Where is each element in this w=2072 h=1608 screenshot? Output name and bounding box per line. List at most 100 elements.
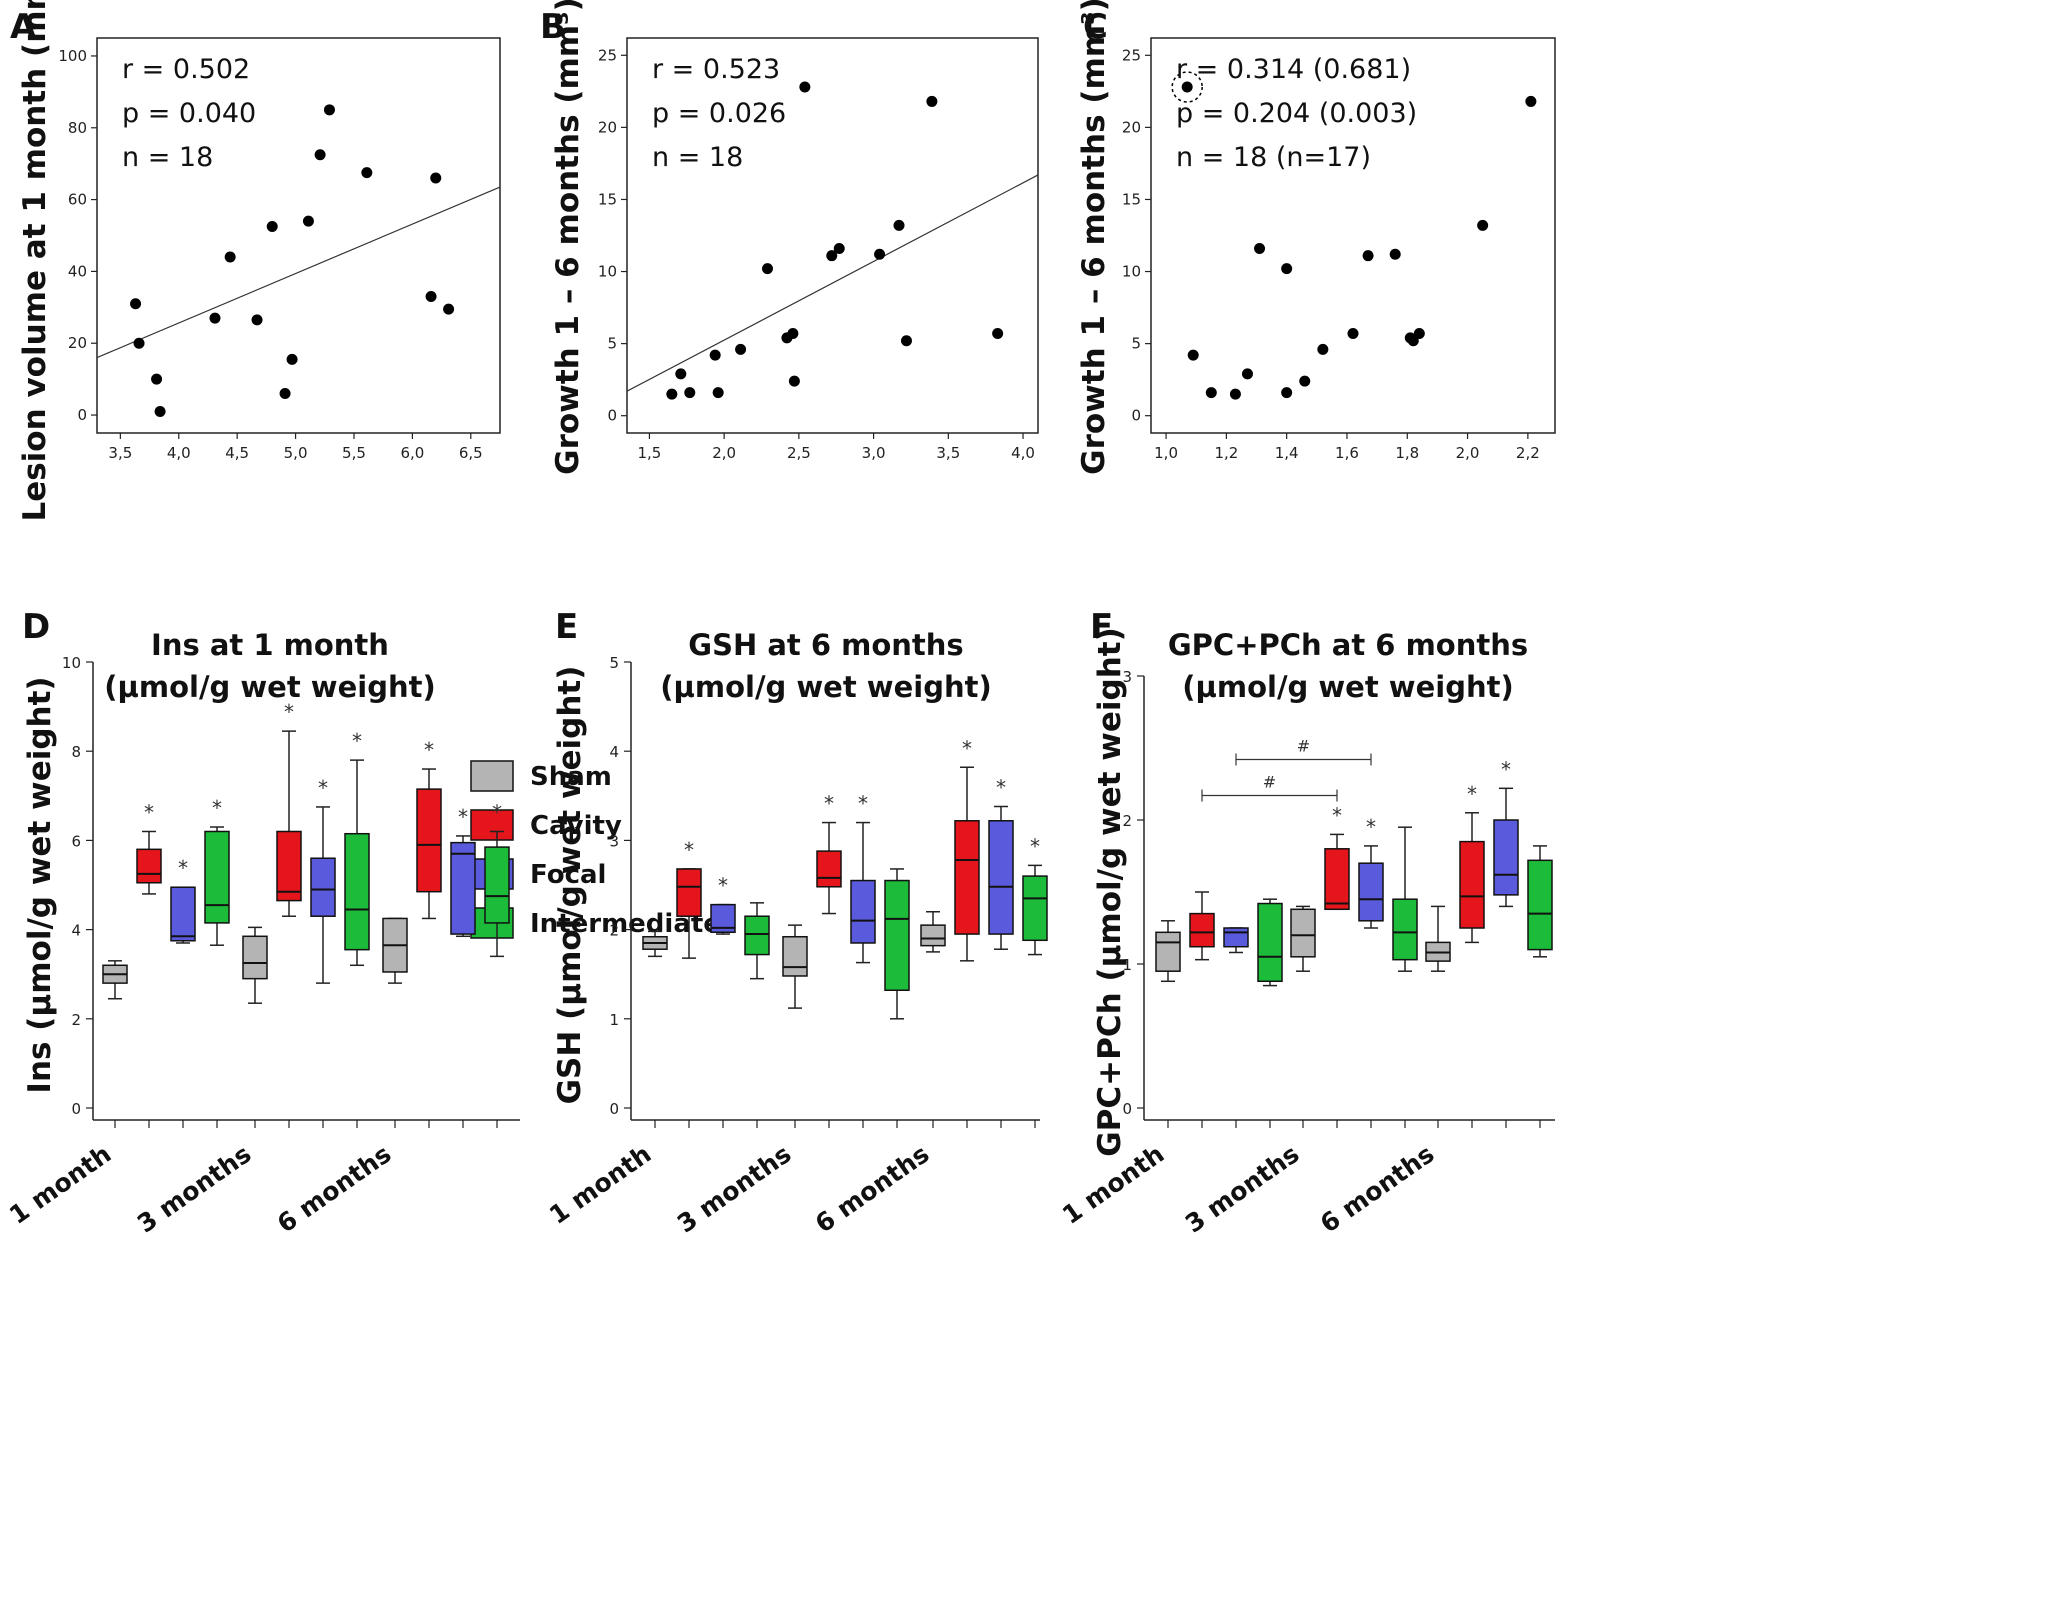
box-body (782, 935, 808, 977)
data-point (735, 343, 747, 355)
box-body (1527, 859, 1553, 951)
x-tick-label: 2,2 (1516, 444, 1540, 462)
data-point (1317, 343, 1329, 355)
x-tick-label: 4,5 (225, 444, 249, 462)
stat-text: r = 0.502 (122, 54, 250, 85)
significance-star: * (1467, 782, 1477, 806)
box-body (450, 841, 476, 935)
significance-star: * (318, 776, 328, 800)
box-sham (102, 960, 128, 1000)
y-axis-label: GPC+PCh (µmol/g wet weight) (1092, 627, 1128, 1157)
stat-text: p = 0.204 (0.003) (1176, 98, 1417, 129)
x-tick-label: 2,0 (1456, 444, 1480, 462)
data-point (1281, 263, 1293, 275)
data-point (1362, 250, 1374, 262)
panel-label-e: E (555, 607, 578, 647)
x-tick-label: 6,0 (400, 444, 424, 462)
x-tick-label: 3,0 (862, 444, 886, 462)
x-tick-label: 6,5 (459, 444, 483, 462)
data-point (1254, 242, 1266, 254)
y-axis-label: Growth 1 – 6 months (mm³) (550, 0, 586, 475)
category-label: 6 months (1315, 1139, 1440, 1238)
box-sham (642, 930, 668, 958)
box-body (276, 830, 302, 902)
y-tick-label: 4 (71, 922, 81, 940)
y-tick-label: 0 (1122, 1100, 1132, 1118)
box-body (850, 879, 876, 944)
box-cavity: * (136, 800, 162, 895)
x-axis-label: Ins at 1 month (151, 628, 389, 662)
significance-star: * (458, 805, 468, 829)
box-focal: * (450, 805, 476, 938)
legend-label-focal: Focal (530, 860, 606, 890)
data-point (675, 368, 687, 380)
y-tick-label: 4 (609, 743, 619, 761)
box-body (1022, 875, 1048, 942)
y-tick-label: 0 (71, 1100, 81, 1118)
box-body (170, 886, 196, 942)
y-axis-label: GSH (µmol/g wet weight) (552, 666, 588, 1105)
box-body (136, 848, 162, 884)
y-axis-label: Ins (µmol/g wet weight) (22, 676, 58, 1093)
stat-text: n = 18 (n=17) (1176, 142, 1371, 173)
data-point (1229, 388, 1241, 400)
significance-star: * (858, 792, 868, 816)
box-intermediate: * (204, 796, 230, 946)
data-point (323, 104, 335, 116)
stat-text: p = 0.040 (122, 98, 256, 129)
box-intermediate: * (344, 729, 370, 967)
box-body (242, 935, 268, 980)
x-axis-label: (µmol/g wet weight) (660, 670, 991, 704)
data-point (709, 349, 721, 361)
category-label: 6 months (272, 1139, 397, 1238)
x-tick-label: 1,6 (1335, 444, 1359, 462)
scatter-panel-b: 1,5 2,0 2,5 3,0 3,5 4,0 0 5 10 15 20 25 r = 0.523 p =… (550, 0, 1039, 704)
x-tick-label: 1,8 (1395, 444, 1419, 462)
box-body (1392, 898, 1418, 961)
box-focal: * (988, 776, 1014, 950)
x-tick-label: 1,2 (1214, 444, 1238, 462)
data-point (1389, 248, 1401, 260)
x-axis-label: GSH at 6 months (688, 628, 963, 662)
data-point (799, 81, 811, 93)
box-body (744, 915, 770, 956)
y-tick-label: 60 (68, 191, 87, 209)
stat-text: n = 18 (122, 142, 213, 173)
data-point (926, 95, 938, 107)
stat-text: p = 0.026 (652, 98, 786, 129)
y-tick-label: 15 (1122, 190, 1141, 208)
box-intermediate: * (1022, 834, 1048, 956)
panel-label-b: B (540, 7, 566, 47)
x-tick-label: 4,0 (1011, 444, 1035, 462)
data-point (1407, 335, 1419, 347)
box-focal: * (1493, 757, 1519, 908)
category-label: 1 month (4, 1139, 116, 1230)
data-point (1187, 349, 1199, 361)
box-body (676, 868, 702, 917)
box-panel-e: 0 1 2 3 4 5 1 month 3 months 6 months * * * * * * * GSH … (544, 654, 1048, 1238)
significance-star: * (1366, 815, 1376, 839)
y-tick-label: 3 (609, 832, 619, 850)
significance-bracket: # (1235, 737, 1372, 766)
y-tick-label: 25 (598, 46, 617, 64)
data-point (443, 303, 455, 315)
data-point (1181, 81, 1193, 93)
significance-star: * (996, 776, 1006, 800)
y-tick-label: 0 (1131, 407, 1141, 425)
box-cavity: * (954, 736, 980, 962)
data-point (1347, 328, 1359, 340)
y-tick-label: 20 (1122, 118, 1141, 136)
data-point (279, 388, 291, 399)
significance-star: * (284, 700, 294, 724)
data-point (826, 250, 838, 262)
x-tick-label: 1,5 (637, 444, 661, 462)
category-label: 1 month (544, 1139, 656, 1230)
significance-star: * (962, 736, 972, 760)
scatter-panel-a: 3,5 4,0 4,5 5,0 5,5 6,0 6,5 0 20 40 60 80 100 r = 0.5… (17, 0, 501, 704)
box-body (884, 879, 910, 992)
significance-star: * (352, 729, 362, 753)
y-tick-label: 20 (68, 334, 87, 352)
data-point (133, 337, 145, 349)
x-tick-label: 2,5 (787, 444, 811, 462)
